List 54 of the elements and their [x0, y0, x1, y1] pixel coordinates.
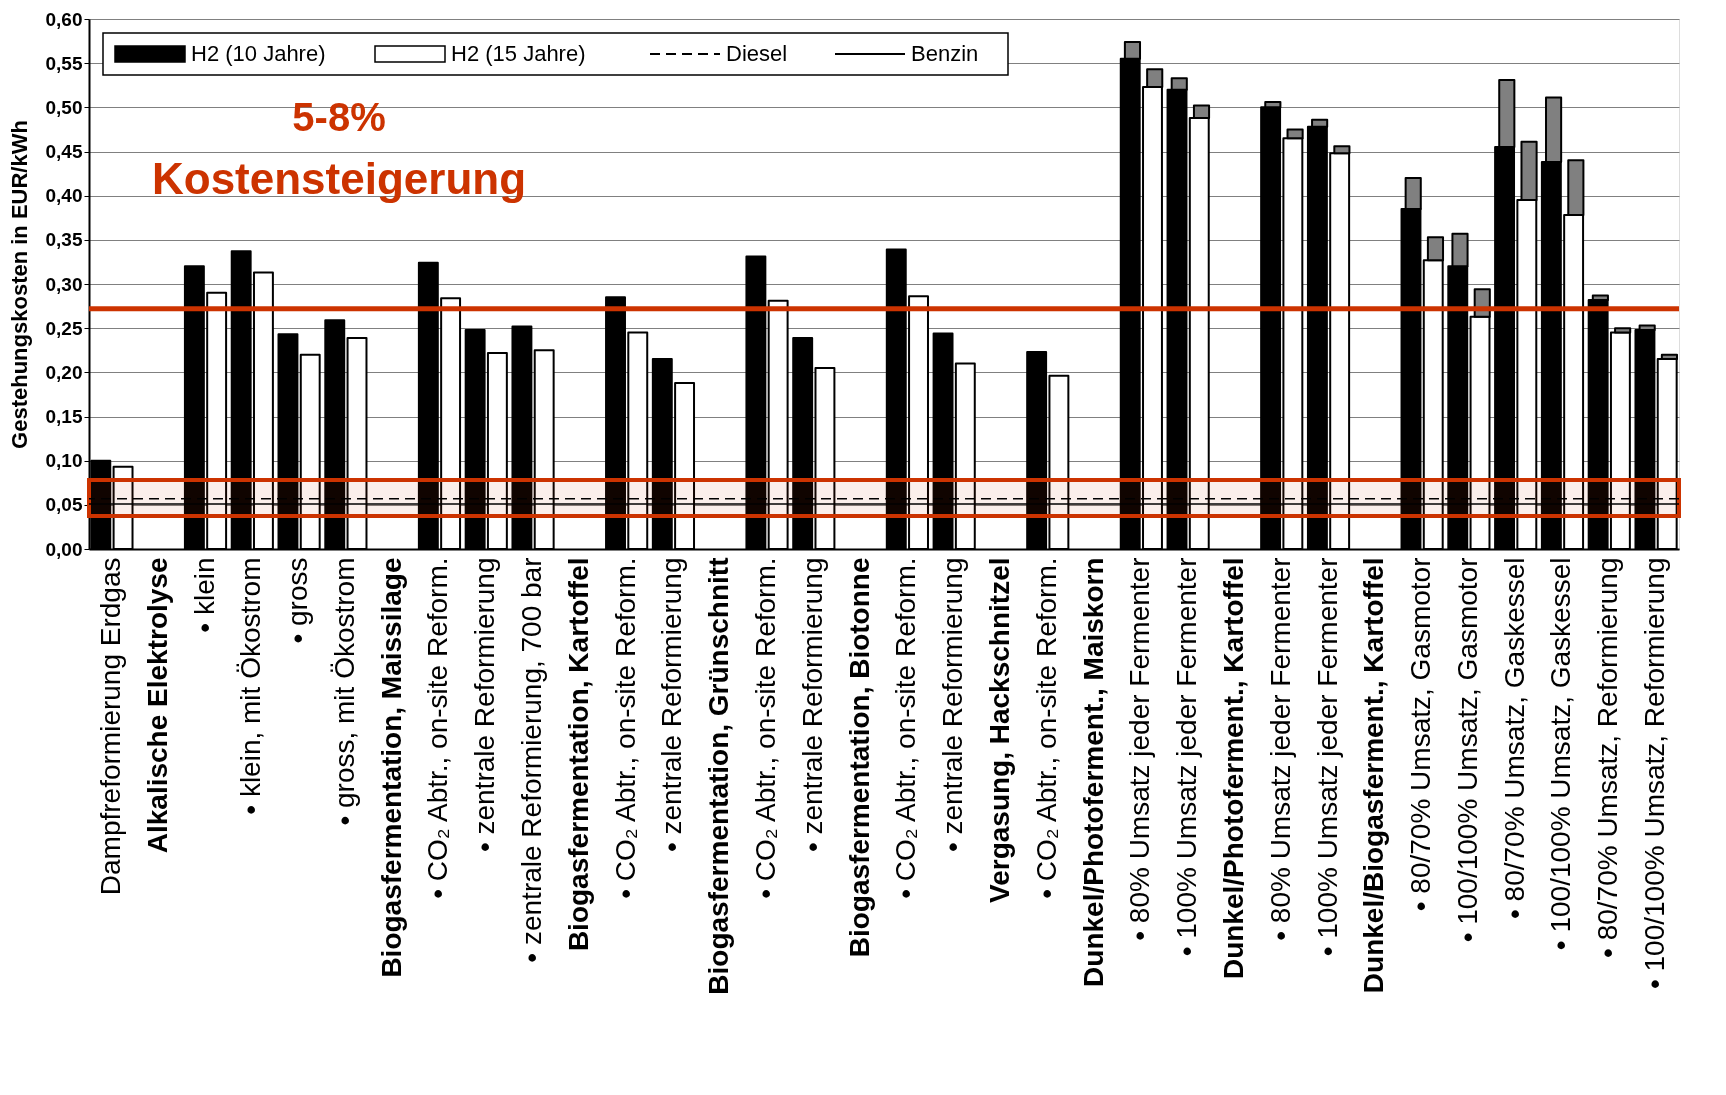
x-tick-label: • 80% Umsatz jeder Fermenter [1264, 557, 1296, 941]
legend-label: H2 (15 Jahre) [451, 41, 586, 66]
x-tick-label: • gross [282, 557, 314, 644]
x-tick-label: Dunkel/Photoferment., Maiskorn [1077, 557, 1109, 987]
y-tick-label: 0,60 [45, 8, 83, 30]
x-tick-label: • zentrale Reformierung [937, 557, 969, 853]
y-tick-label: 0,40 [45, 185, 83, 207]
x-tick-label: • 100% Umsatz jeder Fermenter [1171, 557, 1203, 957]
x-tick-label: Biogasfermentation, Grünschnitt [703, 557, 735, 995]
x-tick-label: Dampfreformierung Erdgas [94, 557, 126, 896]
legend-label: Benzin [911, 41, 979, 66]
y-tick-label: 0,05 [45, 494, 83, 516]
x-tick-label: • 80/70% Umsatz, Gaskessel [1498, 557, 1530, 919]
x-tick-label: Biogasfermentation, Biotonne [843, 557, 875, 958]
x-tick-label: • 100/100% Umsatz, Gasmotor [1451, 557, 1483, 943]
x-tick-label: • zentrale Reformierung [469, 557, 501, 853]
x-tick-label: • 80/70% Umsatz, Gasmotor [1405, 557, 1437, 912]
x-tick-label: Dunkel/Photoferment., Kartoffel [1217, 557, 1249, 980]
x-tick-label: • gross, mit Ökostrom [328, 557, 360, 826]
x-tick-label: Biogasfermentation, Kartoffel [562, 557, 594, 952]
x-tick-label: Vergasung, Hackschnitzel [983, 557, 1015, 903]
y-tick-label: 0,20 [45, 361, 83, 383]
x-tick-label: • zentrale Reformierung, 700 bar [516, 557, 548, 963]
y-axis-title: Gestehungskosten in EUR/kWh [6, 120, 32, 449]
legend-label: H2 (10 Jahre) [191, 41, 326, 66]
x-tick-label: Biogasfermentation, Maissilage [375, 557, 407, 978]
y-tick-label: 0,45 [45, 141, 83, 162]
y-tick-label: 0,30 [45, 273, 83, 295]
x-tick-label: • 100/100% Umsatz, Reformierung [1639, 557, 1671, 990]
x-tick-label: • zentrale Reformierung [796, 557, 828, 853]
x-tick-label: • 80/70% Umsatz, Reformierung [1592, 557, 1624, 958]
y-tick-label: 0,10 [45, 450, 83, 472]
x-tick-label: • klein [188, 557, 220, 633]
y-tick-label: 0,25 [45, 317, 83, 339]
x-tick-label: • 100% Umsatz jeder Fermenter [1311, 557, 1343, 957]
x-tick-label: • CO₂ Abtr., on-site Reform. [750, 557, 782, 899]
x-tick-label: • CO₂ Abtr., on-site Reform. [890, 557, 922, 899]
y-tick-label: 0,15 [45, 406, 83, 427]
x-tick-label: • CO₂ Abtr., on-site Reform. [609, 557, 641, 899]
x-tick-label: • CO₂ Abtr., on-site Reform. [1030, 557, 1062, 899]
annotation: Kostensteigerung [151, 154, 527, 203]
annotation: 5-8% [292, 95, 386, 139]
x-tick-label: • 100/100% Umsatz, Gaskessel [1545, 557, 1577, 951]
x-tick-label: Dunkel/Biogasferment., Kartoffel [1358, 557, 1390, 994]
y-tick-label: 0,00 [45, 538, 83, 560]
x-tick-label: • 80% Umsatz jeder Fermenter [1124, 557, 1156, 941]
x-tick-label: • klein, mit Ökostrom [235, 557, 267, 815]
x-tick-label: • CO₂ Abtr., on-site Reform. [422, 557, 454, 899]
x-tick-label: • zentrale Reformierung [656, 557, 688, 853]
y-tick-label: 0,55 [45, 52, 83, 74]
x-tick-label: Alkalische Elektrolyse [141, 557, 173, 854]
y-tick-label: 0,35 [45, 229, 83, 251]
legend-label: Diesel [726, 41, 788, 66]
y-tick-label: 0,50 [45, 96, 83, 118]
